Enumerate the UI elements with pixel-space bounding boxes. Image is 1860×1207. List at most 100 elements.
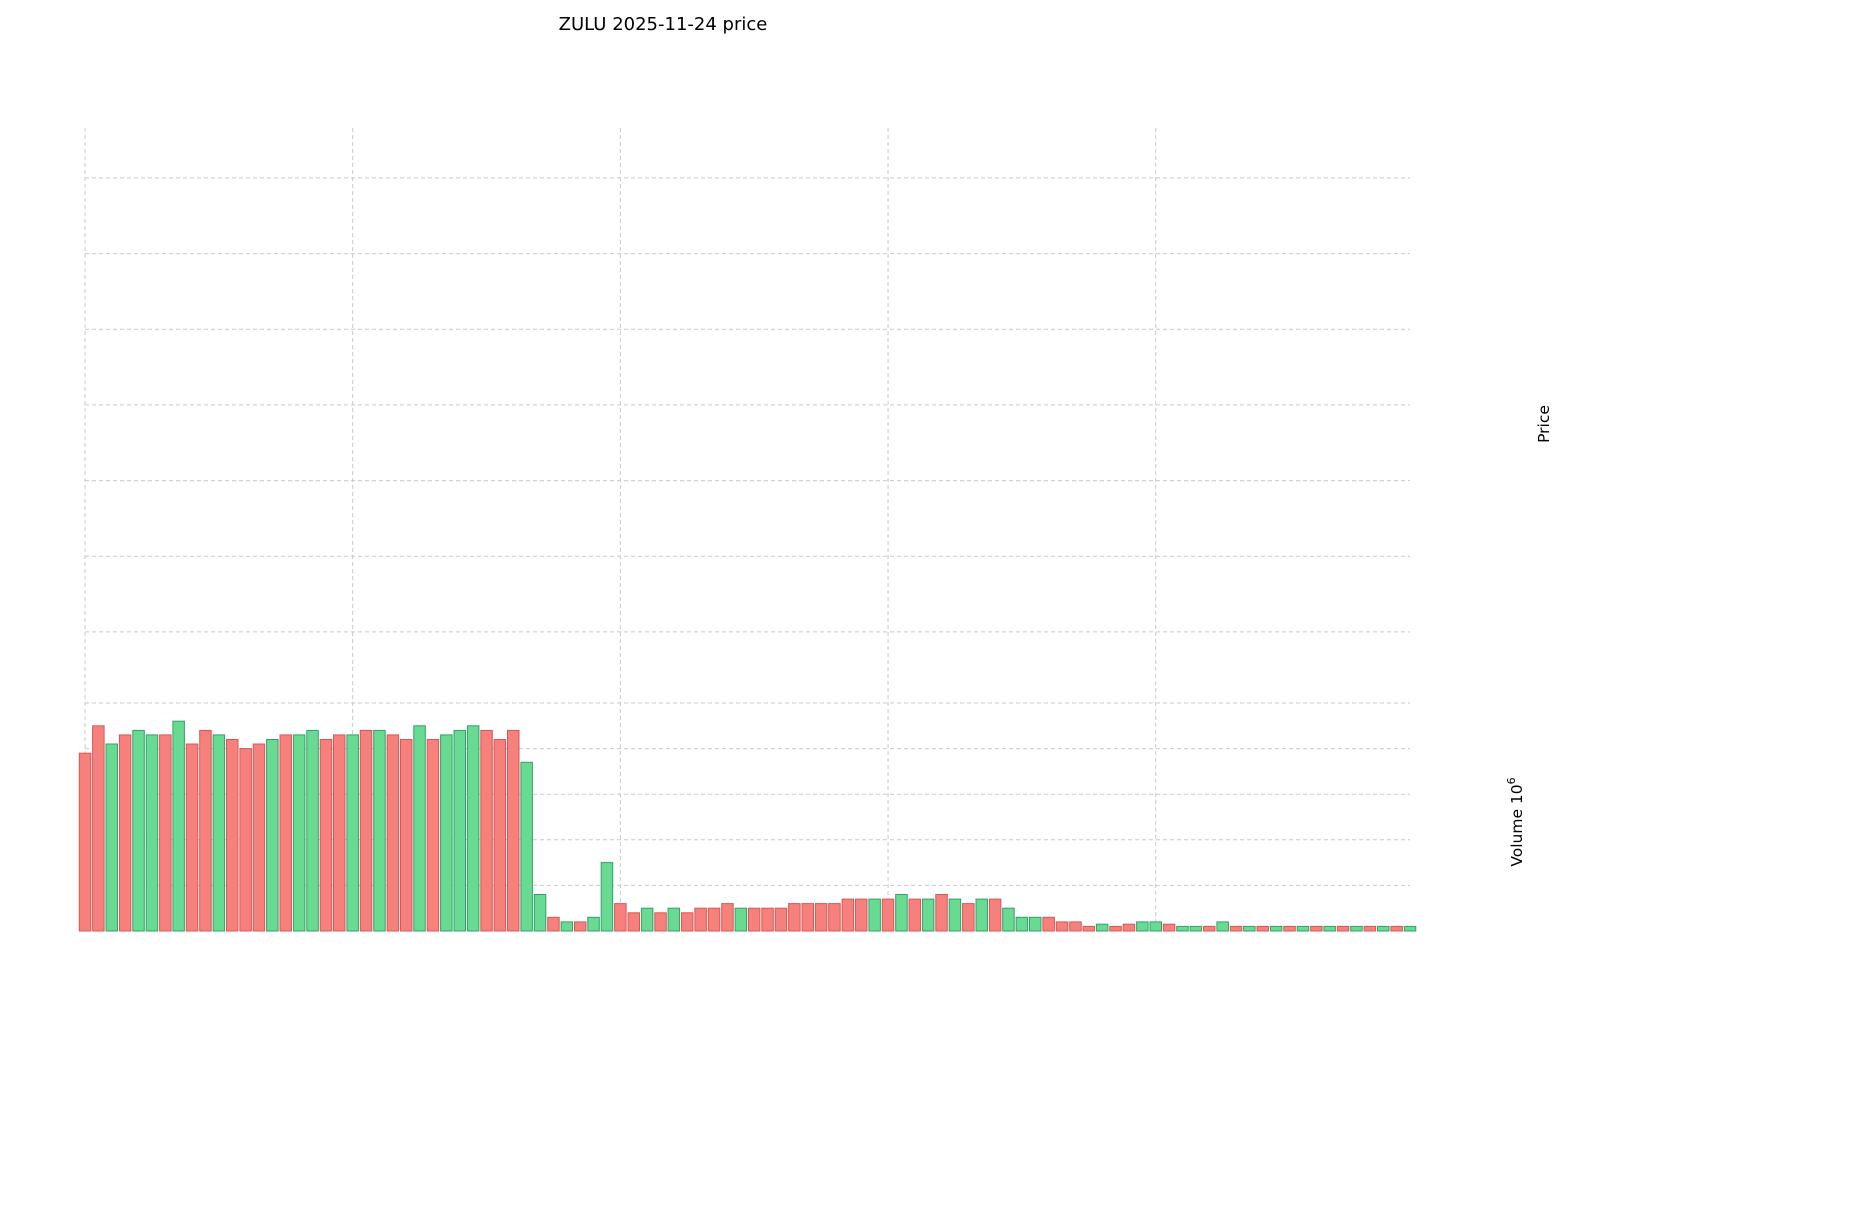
volume-bar <box>1069 921 1082 932</box>
volume-bar <box>185 743 199 932</box>
volume-bar <box>1109 925 1122 932</box>
volume-bar <box>346 734 359 932</box>
volume-bar <box>292 734 306 932</box>
volume-bar <box>908 898 921 932</box>
volume-bar <box>1082 925 1095 932</box>
volume-bar <box>667 907 681 932</box>
volume-bar <box>801 903 814 932</box>
volume-bar <box>935 894 948 932</box>
volume-bar <box>707 907 721 932</box>
volume-bar <box>1336 925 1350 932</box>
volume-bar <box>788 903 801 932</box>
volume-bar <box>132 729 145 932</box>
volume-bar <box>1363 925 1377 932</box>
volume-bar <box>413 725 426 932</box>
volume-bar <box>774 907 788 932</box>
volume-bar <box>145 734 159 932</box>
volume-bar <box>493 739 507 932</box>
volume-bar <box>1176 925 1189 932</box>
volume-bar <box>988 898 1002 932</box>
volume-bar <box>814 903 828 932</box>
volume-bar <box>1390 925 1403 932</box>
volume-bar <box>747 907 761 932</box>
volume-bar <box>1256 925 1269 932</box>
volume-bar <box>1403 925 1417 932</box>
volume-bar <box>1203 925 1216 932</box>
volume-bar <box>1243 925 1256 932</box>
volume-bar <box>1310 925 1323 932</box>
volume-bar <box>587 916 600 932</box>
volume-bar <box>614 903 627 932</box>
volume-bar <box>1015 916 1029 932</box>
volume-bar <box>694 907 707 932</box>
volume-bar <box>1029 916 1042 932</box>
volume-bar <box>1269 925 1283 932</box>
volume-bar <box>426 739 440 932</box>
volume-bar <box>828 903 841 932</box>
volume-label-base: Volume 10 <box>1508 784 1526 866</box>
volume-bar <box>654 912 667 932</box>
volume-bar <box>1055 921 1069 932</box>
volume-bar <box>533 894 547 932</box>
volume-bar <box>1136 921 1149 932</box>
volume-bar <box>172 720 185 932</box>
volume-bar <box>1002 907 1015 932</box>
volume-bar <box>92 725 105 932</box>
volume-bar <box>105 743 118 932</box>
volume-bar <box>453 729 466 932</box>
volume-bar <box>333 734 346 932</box>
volume-bar <box>681 912 694 932</box>
volume-bar <box>761 907 774 932</box>
volume-bar <box>1296 925 1310 932</box>
volume-bar <box>520 761 533 932</box>
volume-bar <box>1149 921 1162 932</box>
volume-bar <box>627 912 640 932</box>
volume-bar <box>239 748 252 932</box>
volume-bar <box>1323 925 1336 932</box>
volume-bar <box>895 894 908 932</box>
volume-bar <box>1350 925 1363 932</box>
volume-bar <box>400 739 413 932</box>
volume-bar <box>962 903 975 932</box>
volume-bar <box>319 739 333 932</box>
volume-bar <box>78 752 92 932</box>
volume-bars <box>78 720 1417 932</box>
volume-bar <box>1216 921 1229 932</box>
volume-bar <box>359 729 373 932</box>
volume-bar <box>279 734 292 932</box>
volume-bar <box>868 898 881 932</box>
volume-bar <box>560 921 574 932</box>
volume-bar <box>1229 925 1243 932</box>
volume-bar <box>226 739 239 932</box>
volume-bar <box>855 898 868 932</box>
volume-bar <box>547 916 560 932</box>
volume-bar <box>734 907 748 932</box>
volume-bar <box>266 739 279 932</box>
gridlines <box>84 128 1410 931</box>
volume-bar <box>252 743 266 932</box>
chart-title: ZULU 2025-11-24 price <box>559 14 768 35</box>
volume-bar <box>640 907 654 932</box>
volume-bar <box>306 729 319 932</box>
volume-bar <box>881 898 895 932</box>
volume-bar <box>975 898 988 932</box>
volume-bar <box>480 729 493 932</box>
volume-bar <box>212 734 226 932</box>
volume-bar <box>118 734 132 932</box>
volume-bar <box>1042 916 1055 932</box>
volume-bar <box>386 734 400 932</box>
volume-bar <box>159 734 172 932</box>
volume-bar <box>948 898 962 932</box>
price-axis-label: Price <box>1535 405 1553 443</box>
volume-bar <box>466 725 480 932</box>
volume-bar <box>1189 925 1203 932</box>
volume-bar <box>841 898 855 932</box>
volume-bar <box>921 898 935 932</box>
volume-label-exponent: 6 <box>1505 777 1518 784</box>
volume-bar <box>1122 923 1136 932</box>
volume-bar <box>1283 925 1296 932</box>
volume-bar <box>1095 923 1109 932</box>
volume-bar <box>373 729 386 932</box>
